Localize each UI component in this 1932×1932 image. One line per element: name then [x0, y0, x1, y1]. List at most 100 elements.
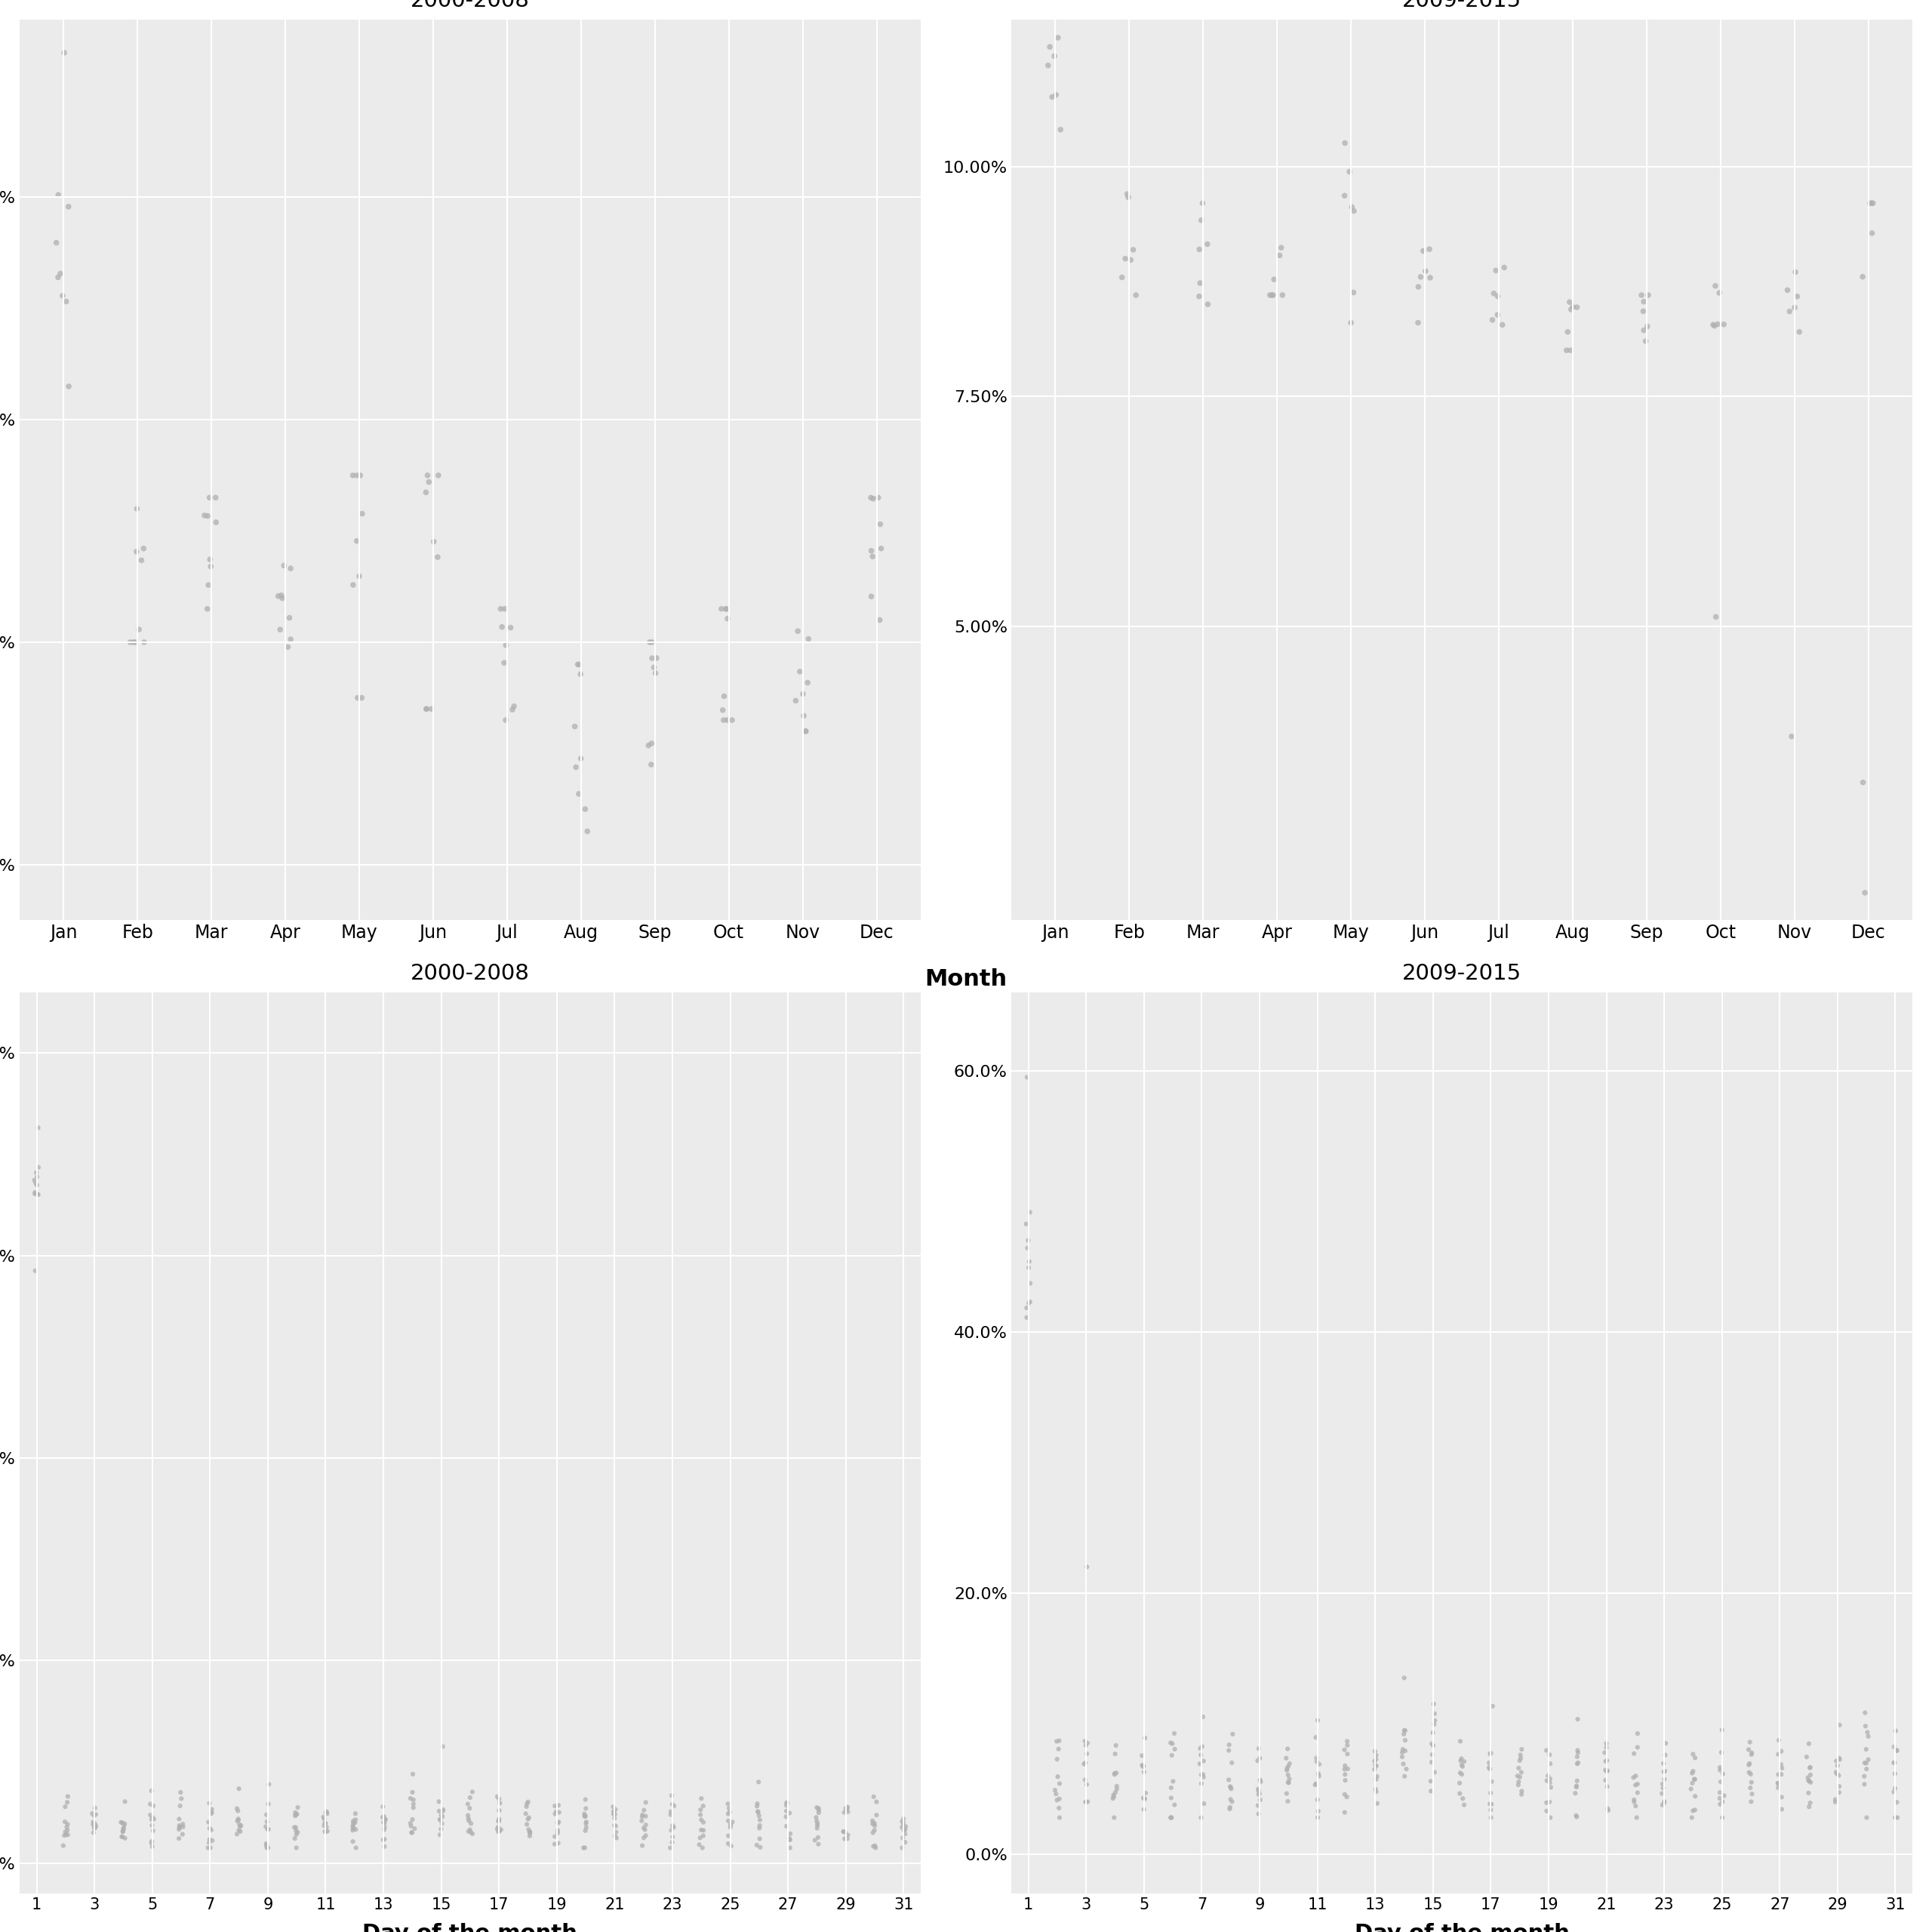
Point	[1126, 1750, 1157, 1781]
Point	[454, 1816, 485, 1847]
Point	[489, 593, 520, 624]
Point	[1130, 1783, 1161, 1814]
Point	[483, 1806, 514, 1837]
Point	[1447, 1750, 1478, 1781]
Point	[1791, 1741, 1822, 1772]
Point	[1360, 1776, 1391, 1806]
Point	[118, 626, 149, 657]
Point	[655, 1799, 686, 1830]
Point	[1302, 1747, 1333, 1777]
Point	[804, 1797, 835, 1828]
Point	[52, 191, 83, 222]
Point	[1648, 1756, 1679, 1787]
Point	[398, 1758, 429, 1789]
Point	[396, 1810, 427, 1841]
Point	[742, 1830, 773, 1861]
Point	[1037, 81, 1068, 112]
Point	[338, 1808, 369, 1839]
Point	[800, 1824, 831, 1855]
Point	[655, 1832, 686, 1862]
Point	[1878, 1776, 1909, 1806]
Point	[423, 541, 454, 572]
Point	[120, 626, 151, 657]
Point	[856, 582, 887, 612]
Point	[278, 1812, 309, 1843]
Point	[1851, 1803, 1882, 1833]
Point	[1561, 1770, 1592, 1801]
Point	[1420, 1706, 1451, 1737]
Point	[1619, 1787, 1650, 1818]
Point	[831, 1793, 862, 1824]
Point	[1070, 1764, 1101, 1795]
Point	[688, 1820, 719, 1851]
Point	[1824, 1777, 1855, 1808]
Point	[1213, 1764, 1244, 1795]
Point	[338, 1806, 369, 1837]
Point	[1443, 1768, 1474, 1799]
Point	[164, 1824, 195, 1855]
Point	[79, 1801, 110, 1832]
Point	[166, 1783, 197, 1814]
Point	[1126, 1741, 1157, 1772]
Point	[1186, 205, 1217, 236]
Point	[311, 1808, 342, 1839]
Point	[572, 815, 603, 846]
Point	[1708, 1787, 1739, 1818]
Point	[1449, 1789, 1480, 1820]
Point	[48, 37, 79, 68]
Point	[1592, 1795, 1623, 1826]
Point	[1646, 1777, 1677, 1808]
Point	[1273, 1750, 1304, 1781]
Point	[267, 583, 298, 614]
Point	[599, 1799, 630, 1830]
Point	[1300, 1770, 1331, 1801]
Point	[1445, 1745, 1476, 1776]
Point	[1184, 280, 1215, 311]
Point	[889, 1814, 920, 1845]
Point	[164, 1810, 195, 1841]
Point	[1820, 1745, 1851, 1776]
Point	[1300, 1743, 1331, 1774]
Point	[804, 1795, 835, 1826]
Point	[1184, 234, 1215, 265]
Point	[688, 1832, 719, 1862]
Point	[1561, 1772, 1592, 1803]
Point	[628, 1822, 659, 1853]
Point	[858, 541, 889, 572]
Point	[1774, 296, 1804, 327]
Point	[1128, 1795, 1159, 1826]
Point	[1561, 292, 1592, 323]
Point	[1271, 1743, 1302, 1774]
Point	[1557, 292, 1588, 323]
Point	[891, 1810, 922, 1841]
Point	[1532, 1787, 1563, 1818]
Point	[50, 1816, 81, 1847]
Point	[197, 1793, 228, 1824]
Point	[775, 1824, 806, 1855]
Point	[189, 500, 220, 531]
Point	[1704, 278, 1735, 309]
Point	[396, 1818, 427, 1849]
Point	[1217, 1787, 1248, 1818]
Point	[560, 752, 591, 782]
Point	[601, 1816, 632, 1847]
Point	[43, 180, 73, 211]
Point	[280, 1816, 311, 1847]
Point	[512, 1804, 543, 1835]
Point	[784, 657, 815, 688]
Point	[224, 1774, 255, 1804]
Point	[1360, 1750, 1391, 1781]
Point	[483, 1795, 514, 1826]
Point	[19, 1177, 50, 1208]
Point	[311, 1812, 342, 1843]
Point	[1273, 1766, 1304, 1797]
Point	[481, 1781, 512, 1812]
Point	[280, 1812, 311, 1843]
Point	[280, 1824, 311, 1855]
Point	[1302, 1785, 1333, 1816]
Point	[514, 1816, 545, 1847]
Point	[1482, 280, 1513, 311]
Point	[1679, 1795, 1710, 1826]
Point	[274, 553, 305, 583]
Point	[1880, 1803, 1911, 1833]
